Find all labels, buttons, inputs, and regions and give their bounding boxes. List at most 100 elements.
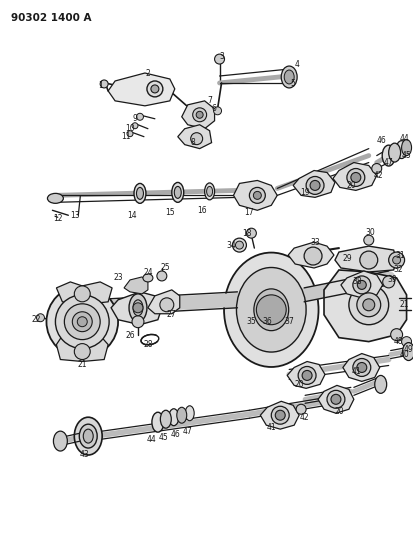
Text: 42: 42 — [299, 413, 308, 422]
Circle shape — [55, 295, 109, 349]
Text: 21: 21 — [399, 300, 408, 309]
Text: 3: 3 — [218, 52, 223, 61]
Ellipse shape — [47, 193, 63, 203]
Text: 41: 41 — [266, 423, 275, 432]
Text: 20: 20 — [294, 380, 303, 389]
Ellipse shape — [204, 183, 214, 200]
Circle shape — [235, 241, 243, 249]
Circle shape — [246, 228, 256, 238]
Polygon shape — [334, 246, 396, 272]
Text: 20: 20 — [333, 407, 343, 416]
Circle shape — [136, 114, 143, 120]
Ellipse shape — [223, 253, 318, 367]
Polygon shape — [111, 292, 161, 325]
Text: 31: 31 — [395, 251, 404, 260]
Ellipse shape — [74, 417, 102, 455]
Circle shape — [256, 295, 285, 325]
Ellipse shape — [53, 431, 67, 451]
Circle shape — [356, 280, 366, 289]
Circle shape — [36, 314, 44, 322]
Text: 26: 26 — [125, 331, 135, 340]
Circle shape — [362, 299, 374, 311]
Polygon shape — [177, 125, 211, 149]
Text: 15: 15 — [165, 208, 174, 217]
Ellipse shape — [83, 429, 93, 443]
Circle shape — [72, 312, 92, 332]
Text: 30: 30 — [365, 228, 375, 237]
Circle shape — [132, 123, 138, 128]
Circle shape — [133, 303, 142, 313]
Ellipse shape — [401, 343, 413, 360]
Text: 43: 43 — [79, 449, 89, 458]
Ellipse shape — [169, 409, 178, 426]
Circle shape — [127, 131, 133, 136]
Circle shape — [295, 405, 305, 414]
Text: 47: 47 — [183, 426, 192, 435]
Text: 45: 45 — [401, 151, 411, 160]
Polygon shape — [323, 270, 406, 342]
Text: 40: 40 — [399, 350, 408, 359]
Ellipse shape — [171, 182, 183, 203]
Text: 10: 10 — [125, 124, 135, 133]
Polygon shape — [287, 242, 333, 268]
Text: 39: 39 — [387, 276, 396, 285]
Circle shape — [151, 85, 159, 93]
Text: 16: 16 — [196, 206, 206, 215]
Text: 44: 44 — [399, 134, 408, 143]
Circle shape — [249, 188, 265, 203]
Circle shape — [330, 394, 340, 405]
Text: 20: 20 — [345, 181, 355, 190]
Circle shape — [271, 406, 289, 424]
Circle shape — [301, 370, 311, 381]
Text: 6: 6 — [211, 104, 216, 114]
Text: 46: 46 — [376, 136, 386, 145]
Polygon shape — [147, 290, 179, 314]
Text: 25: 25 — [160, 263, 169, 272]
Ellipse shape — [280, 66, 297, 88]
Circle shape — [352, 276, 370, 294]
Text: 5: 5 — [290, 79, 295, 88]
Text: 34: 34 — [226, 240, 236, 249]
Circle shape — [401, 337, 411, 346]
Text: 35: 35 — [246, 317, 256, 326]
Text: 23: 23 — [113, 273, 123, 282]
Text: 2: 2 — [145, 69, 150, 77]
Ellipse shape — [142, 274, 152, 282]
Circle shape — [132, 316, 144, 328]
Ellipse shape — [185, 406, 194, 421]
Text: 29: 29 — [341, 254, 351, 263]
Polygon shape — [292, 171, 334, 197]
Circle shape — [159, 298, 173, 312]
Text: 46: 46 — [171, 430, 180, 439]
Circle shape — [46, 286, 118, 358]
Text: 36: 36 — [262, 317, 271, 326]
Circle shape — [190, 133, 202, 144]
Circle shape — [253, 191, 261, 199]
Ellipse shape — [395, 141, 406, 158]
Text: 44: 44 — [147, 434, 157, 443]
Circle shape — [348, 285, 388, 325]
Text: 17: 17 — [244, 208, 254, 217]
Ellipse shape — [136, 188, 143, 199]
Circle shape — [352, 359, 370, 376]
Circle shape — [147, 81, 162, 97]
Text: 47: 47 — [383, 158, 393, 167]
Text: 21: 21 — [77, 360, 87, 369]
Circle shape — [304, 247, 321, 265]
Circle shape — [74, 286, 90, 302]
Ellipse shape — [160, 410, 171, 428]
Circle shape — [350, 173, 360, 182]
Circle shape — [196, 111, 203, 118]
Circle shape — [356, 362, 366, 373]
Circle shape — [213, 107, 221, 115]
Text: 45: 45 — [159, 433, 169, 442]
Circle shape — [392, 256, 400, 264]
Text: 48: 48 — [393, 337, 402, 346]
Ellipse shape — [133, 300, 142, 316]
Text: 1: 1 — [97, 82, 102, 91]
Polygon shape — [124, 277, 147, 294]
Text: 90302 1400 A: 90302 1400 A — [11, 13, 91, 23]
Text: 33: 33 — [309, 238, 319, 247]
Ellipse shape — [174, 187, 181, 198]
Text: 41: 41 — [351, 367, 361, 376]
